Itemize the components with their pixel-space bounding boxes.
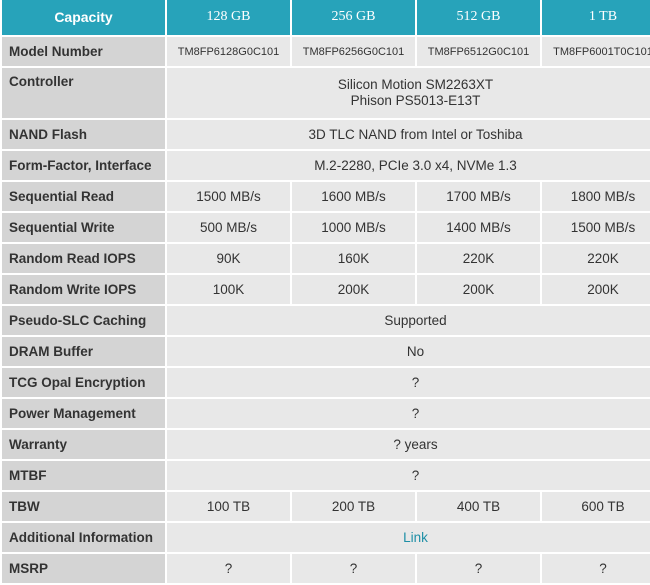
row-label: Model Number: [2, 37, 165, 66]
row-nand-flash: NAND Flash 3D TLC NAND from Intel or Tos…: [2, 120, 650, 149]
table-cell: 200 TB: [292, 492, 415, 521]
table-cell: 200K: [417, 275, 540, 304]
table-cell: 100K: [167, 275, 290, 304]
row-label: Sequential Write: [2, 213, 165, 242]
row-label: Warranty: [2, 430, 165, 459]
tcg-opal-value: ?: [167, 368, 650, 397]
row-mtbf: MTBF ?: [2, 461, 650, 490]
table-cell: 1700 MB/s: [417, 182, 540, 211]
capacity-header: Capacity: [2, 0, 165, 35]
form-factor-value: M.2-2280, PCIe 3.0 x4, NVMe 1.3: [167, 151, 650, 180]
row-label: Random Write IOPS: [2, 275, 165, 304]
row-tbw: TBW 100 TB 200 TB 400 TB 600 TB: [2, 492, 650, 521]
row-warranty: Warranty ? years: [2, 430, 650, 459]
header-row: Capacity 128 GB 256 GB 512 GB 1 TB: [2, 0, 650, 35]
row-additional-info: Additional Information Link: [2, 523, 650, 552]
row-label: MSRP: [2, 554, 165, 583]
nand-flash-value: 3D TLC NAND from Intel or Toshiba: [167, 120, 650, 149]
additional-info-cell: Link: [167, 523, 650, 552]
table-cell: 1500 MB/s: [542, 213, 650, 242]
row-random-write: Random Write IOPS 100K 200K 200K 200K: [2, 275, 650, 304]
table-cell: 400 TB: [417, 492, 540, 521]
capacity-128gb: 128 GB: [167, 0, 290, 35]
row-random-read: Random Read IOPS 90K 160K 220K 220K: [2, 244, 650, 273]
row-label: Additional Information: [2, 523, 165, 552]
controller-line: Phison PS5013-E13T: [350, 93, 481, 108]
row-label: NAND Flash: [2, 120, 165, 149]
table-cell: 200K: [542, 275, 650, 304]
table-cell: ?: [167, 554, 290, 583]
table-cell: 160K: [292, 244, 415, 273]
table-cell: ?: [417, 554, 540, 583]
table-cell: 500 MB/s: [167, 213, 290, 242]
row-label: Form-Factor, Interface: [2, 151, 165, 180]
table-cell: 100 TB: [167, 492, 290, 521]
model-1tb: TM8FP6001T0C101: [542, 37, 650, 66]
row-form-factor: Form-Factor, Interface M.2-2280, PCIe 3.…: [2, 151, 650, 180]
additional-info-link[interactable]: Link: [403, 530, 428, 545]
row-label: TBW: [2, 492, 165, 521]
row-model-number: Model Number TM8FP6128G0C101 TM8FP6256G0…: [2, 37, 650, 66]
table-cell: 1400 MB/s: [417, 213, 540, 242]
row-label: Controller: [2, 68, 165, 118]
row-label: Power Management: [2, 399, 165, 428]
row-label: DRAM Buffer: [2, 337, 165, 366]
capacity-512gb: 512 GB: [417, 0, 540, 35]
warranty-value: ? years: [167, 430, 650, 459]
controller-value: Silicon Motion SM2263XT Phison PS5013-E1…: [167, 68, 650, 118]
table-cell: 200K: [292, 275, 415, 304]
row-pseudo-slc: Pseudo-SLC Caching Supported: [2, 306, 650, 335]
row-dram-buffer: DRAM Buffer No: [2, 337, 650, 366]
table-cell: 220K: [542, 244, 650, 273]
row-label: Random Read IOPS: [2, 244, 165, 273]
power-management-value: ?: [167, 399, 650, 428]
row-label: Sequential Read: [2, 182, 165, 211]
capacity-256gb: 256 GB: [292, 0, 415, 35]
table-cell: 90K: [167, 244, 290, 273]
table-cell: 1500 MB/s: [167, 182, 290, 211]
pseudo-slc-value: Supported: [167, 306, 650, 335]
table-cell: 1800 MB/s: [542, 182, 650, 211]
table-cell: 220K: [417, 244, 540, 273]
table-cell: 600 TB: [542, 492, 650, 521]
model-128gb: TM8FP6128G0C101: [167, 37, 290, 66]
table-cell: ?: [292, 554, 415, 583]
table-cell: 1000 MB/s: [292, 213, 415, 242]
capacity-1tb: 1 TB: [542, 0, 650, 35]
mtbf-value: ?: [167, 461, 650, 490]
model-256gb: TM8FP6256G0C101: [292, 37, 415, 66]
table-cell: ?: [542, 554, 650, 583]
table-cell: 1600 MB/s: [292, 182, 415, 211]
row-controller: Controller Silicon Motion SM2263XT Phiso…: [2, 68, 650, 118]
row-label: TCG Opal Encryption: [2, 368, 165, 397]
row-sequential-read: Sequential Read 1500 MB/s 1600 MB/s 1700…: [2, 182, 650, 211]
model-512gb: TM8FP6512G0C101: [417, 37, 540, 66]
controller-line: Silicon Motion SM2263XT: [337, 77, 494, 92]
row-power-management: Power Management ?: [2, 399, 650, 428]
row-sequential-write: Sequential Write 500 MB/s 1000 MB/s 1400…: [2, 213, 650, 242]
dram-buffer-value: No: [167, 337, 650, 366]
row-label: Pseudo-SLC Caching: [2, 306, 165, 335]
row-tcg-opal: TCG Opal Encryption ?: [2, 368, 650, 397]
row-msrp: MSRP ? ? ? ?: [2, 554, 650, 583]
row-label: MTBF: [2, 461, 165, 490]
